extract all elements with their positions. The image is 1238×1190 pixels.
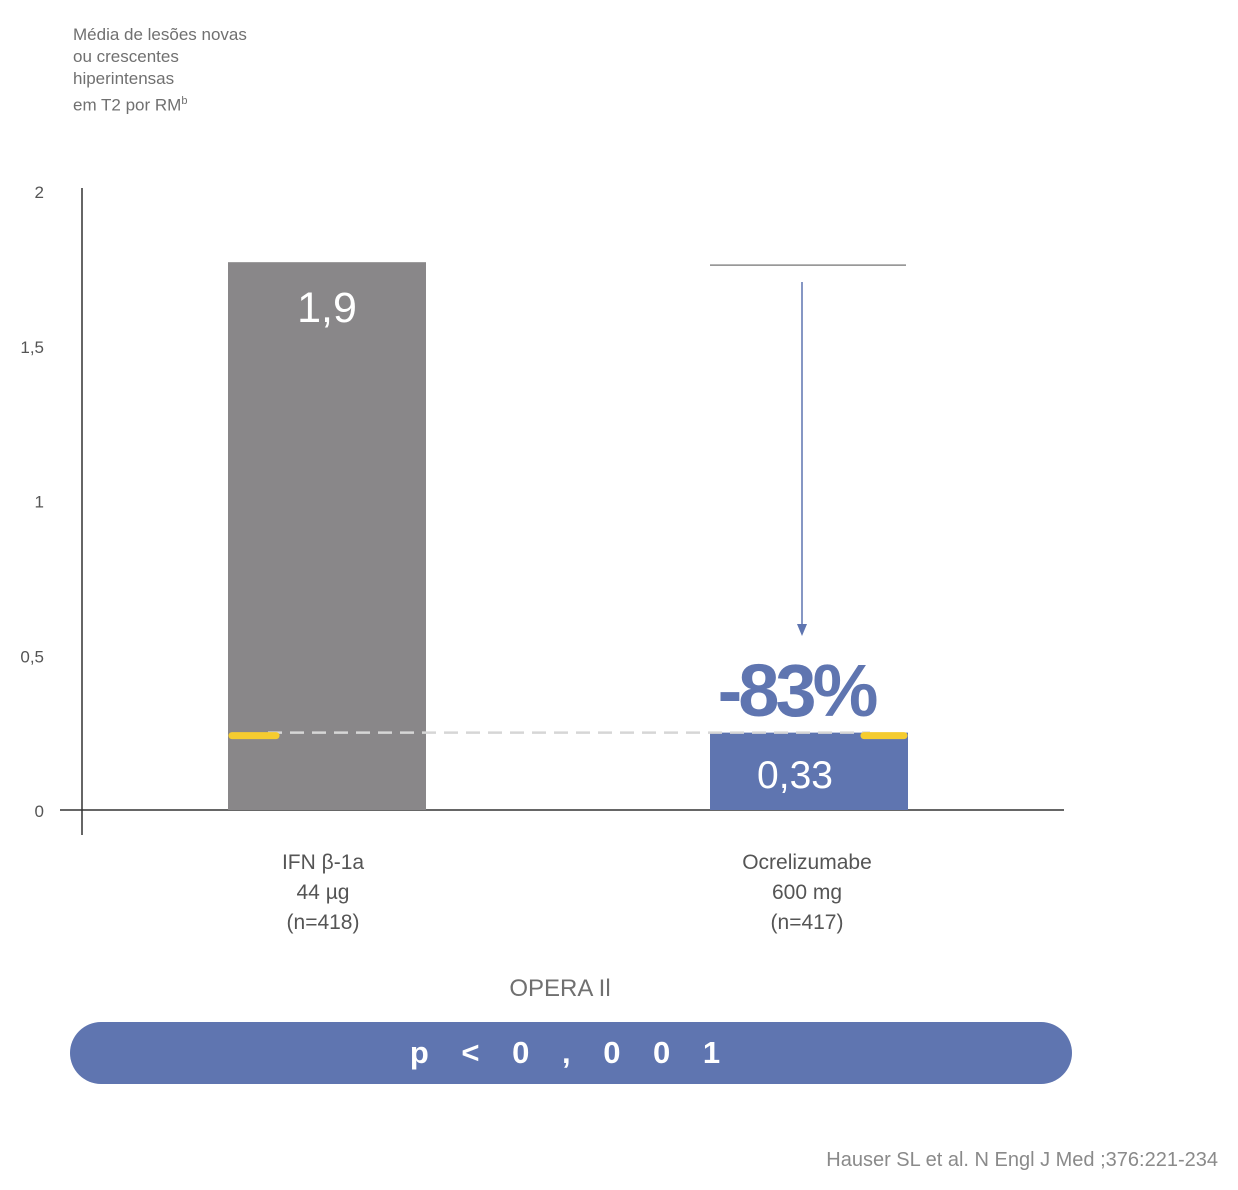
y-axis-title-line: ou crescentes xyxy=(73,47,179,66)
x-category-label: 600 mg xyxy=(772,881,842,904)
bar-chart: 0 0,5 1 1,5 2 1,9 0,33 -83% IFN β-1a 44 µg (n=418)… xyxy=(20,183,1064,934)
y-tick-label: 1,5 xyxy=(20,338,44,357)
bar xyxy=(710,732,908,810)
y-axis-title-superscript: b xyxy=(181,95,188,107)
x-category-label: IFN β-1a xyxy=(282,851,364,874)
study-label: OPERA Il xyxy=(509,975,611,1002)
reduction-label: -83% xyxy=(718,649,877,732)
y-axis-title-line: Média de lesões novas xyxy=(73,25,247,44)
y-tick-label: 0 xyxy=(35,802,44,821)
bar-value-label: 1,9 xyxy=(297,284,357,332)
bar xyxy=(228,262,426,810)
x-category-label: 44 µg xyxy=(297,881,350,904)
x-category-label: (n=417) xyxy=(771,911,844,934)
y-axis-title-line: hiperintensas xyxy=(73,69,175,88)
y-axis-title: Média de lesões novas ou crescentes hipe… xyxy=(73,24,333,117)
source-citation: Hauser SL et al. N Engl J Med ;376:221-2… xyxy=(826,1149,1218,1171)
y-axis-title-line: em T2 por RMb xyxy=(73,95,188,115)
reduction-arrow-head xyxy=(797,624,807,636)
y-tick-label: 2 xyxy=(35,183,44,202)
y-tick-label: 0,5 xyxy=(20,647,44,666)
x-category-label: Ocrelizumabe xyxy=(742,851,872,874)
y-tick-label: 1 xyxy=(35,493,44,512)
x-category-label: (n=418) xyxy=(287,911,360,934)
p-value-badge: p < 0 , 0 0 1 xyxy=(70,1022,1072,1084)
bar-value-label: 0,33 xyxy=(757,754,833,797)
